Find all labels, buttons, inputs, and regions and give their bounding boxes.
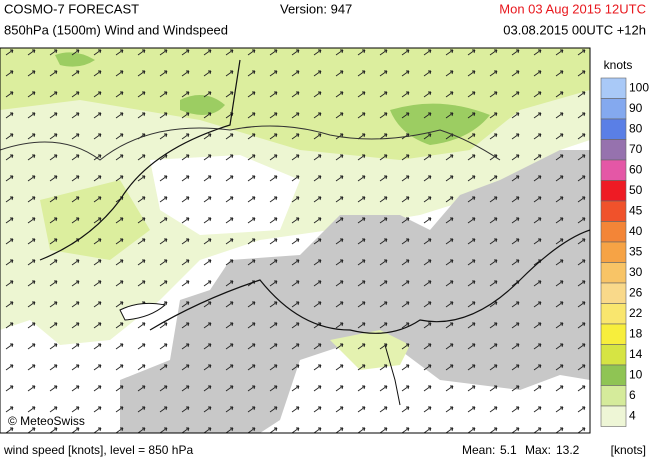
legend-label: 70 bbox=[629, 142, 643, 156]
legend-label: 26 bbox=[629, 285, 643, 299]
version: Version: 947 bbox=[280, 1, 352, 16]
legend-label: 100 bbox=[629, 80, 649, 94]
valid-time: Mon 03 Aug 2015 12UTC bbox=[499, 1, 646, 16]
legend-swatch bbox=[600, 405, 627, 427]
run-time: 03.08.2015 00UTC +12h bbox=[503, 22, 646, 37]
map bbox=[0, 48, 590, 433]
legend-label: 6 bbox=[629, 388, 636, 402]
max-value: 13.2 bbox=[556, 443, 580, 457]
legend-label: 60 bbox=[629, 162, 643, 176]
legend-label: 18 bbox=[629, 326, 643, 340]
legend-label: 90 bbox=[629, 101, 643, 115]
mean-label: Mean: bbox=[462, 443, 495, 457]
legend-swatch bbox=[600, 262, 627, 284]
legend-label: 10 bbox=[629, 367, 643, 381]
legend-swatch bbox=[600, 200, 627, 222]
footer-description: wind speed [knots], level = 850 hPa bbox=[3, 443, 193, 457]
legend-label: 40 bbox=[629, 224, 643, 238]
legend-swatch bbox=[600, 139, 627, 161]
legend: 100 90 80 70 60 50 45 40 35 30 26 22 18 14 10 6 4 bbox=[600, 77, 649, 427]
legend-swatch bbox=[600, 364, 627, 386]
legend-swatch bbox=[600, 344, 627, 366]
credit: © MeteoSwiss bbox=[8, 414, 85, 428]
subtitle: 850hPa (1500m) Wind and Windspeed bbox=[4, 22, 228, 37]
legend-swatch bbox=[600, 303, 627, 325]
legend-swatch bbox=[600, 221, 627, 243]
legend-label: 22 bbox=[629, 306, 643, 320]
legend-label: 35 bbox=[629, 244, 643, 258]
legend-swatch bbox=[600, 282, 627, 304]
legend-label: 80 bbox=[629, 121, 643, 135]
legend-label: 14 bbox=[629, 347, 643, 361]
map-frame bbox=[0, 47, 591, 434]
legend-swatch bbox=[600, 77, 627, 99]
legend-swatch bbox=[600, 323, 627, 345]
legend-label: 4 bbox=[629, 408, 636, 422]
legend-swatch bbox=[600, 385, 627, 407]
legend-swatch bbox=[600, 180, 627, 202]
legend-swatch bbox=[600, 241, 627, 263]
legend-label: 30 bbox=[629, 265, 643, 279]
title: COSMO-7 FORECAST bbox=[4, 1, 139, 16]
legend-swatch bbox=[600, 98, 627, 120]
legend-label: 50 bbox=[629, 183, 643, 197]
legend-swatch bbox=[600, 118, 627, 140]
legend-title: knots bbox=[604, 58, 633, 72]
legend-label: 45 bbox=[629, 203, 643, 217]
max-label: Max: bbox=[525, 443, 551, 457]
legend-swatch bbox=[600, 159, 627, 181]
mean-value: 5.1 bbox=[500, 443, 517, 457]
unit: [knots] bbox=[611, 443, 646, 457]
